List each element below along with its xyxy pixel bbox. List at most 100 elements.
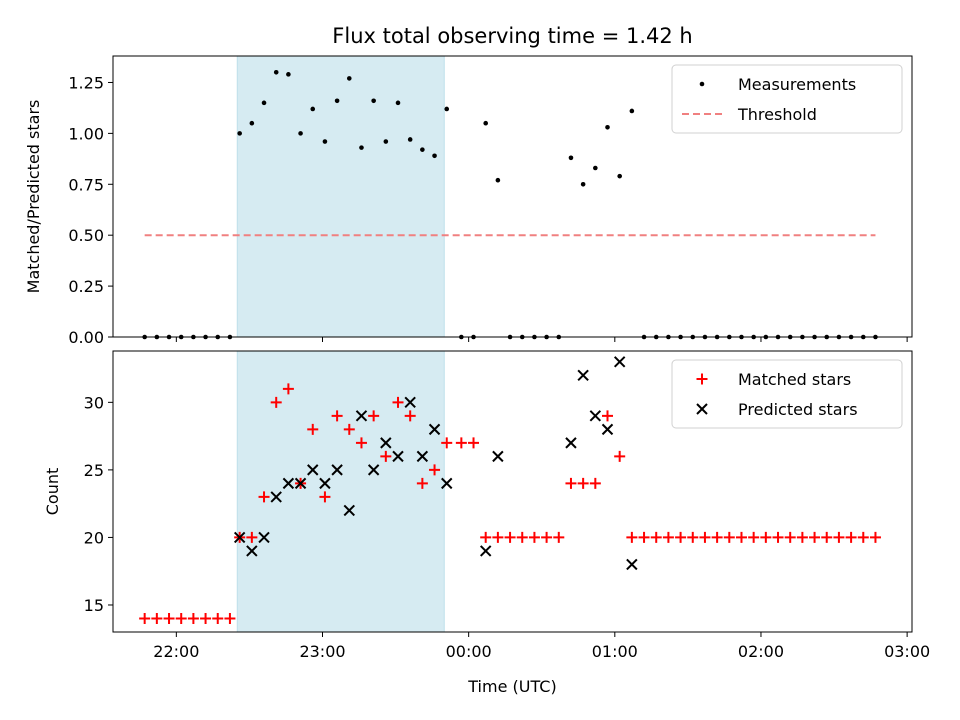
measurement-point	[310, 106, 316, 112]
measurement-point	[593, 165, 598, 171]
matched-star-point	[368, 410, 380, 422]
matched-star-point	[343, 423, 355, 435]
matched-star-point	[455, 437, 467, 449]
matched-star-point	[282, 383, 294, 395]
matched-star-point	[392, 396, 404, 408]
measurement-point	[617, 173, 622, 179]
measurement-point	[273, 69, 279, 75]
measurement-point	[298, 131, 303, 136]
predicted-star-point	[294, 477, 307, 490]
matched-star-point	[711, 531, 723, 543]
measurement-point	[420, 147, 425, 152]
predicted-star-point	[343, 504, 355, 517]
predicted-star-point	[367, 464, 380, 476]
measurement-point	[359, 145, 364, 150]
matched-star-point	[857, 531, 869, 543]
star-count-panel: 15 20 25 30 22:00 23:00 00:00 01:00 02:00 03:00 Ti…	[43, 350, 930, 696]
matched-star-point	[416, 477, 428, 489]
measurement-point	[286, 72, 291, 77]
predicted-star-point	[416, 450, 429, 463]
matched-star-point	[441, 437, 453, 449]
matched-star-point	[516, 531, 528, 543]
matched-star-point	[380, 450, 392, 462]
predicted-star-point	[428, 423, 441, 436]
matched-star-point	[638, 531, 650, 543]
matched-star-point	[139, 612, 151, 624]
measurement-point	[407, 137, 413, 142]
predicted-star-point	[246, 545, 258, 557]
y-axis-label: Count	[43, 468, 62, 516]
predicted-star-point	[577, 369, 589, 382]
matched-star-point	[735, 531, 747, 543]
matched-star-point	[675, 531, 687, 543]
x-tick-label: 00:00	[446, 642, 492, 661]
measurement-point	[322, 139, 328, 144]
measurement-point	[444, 106, 450, 112]
x-tick-label: 03:00	[884, 642, 930, 661]
predicted-star-point	[601, 423, 614, 436]
legend-label: Threshold	[737, 105, 817, 124]
predicted-star-point	[270, 491, 282, 503]
predicted-star-point	[492, 450, 504, 463]
matched-star-point	[589, 477, 601, 489]
matched-star-point	[869, 531, 881, 543]
legend-predicted-marker	[696, 403, 708, 415]
y-tick-label: 25	[84, 461, 104, 480]
x-tick-label: 22:00	[153, 642, 199, 661]
measurement-point	[605, 124, 610, 130]
matched-star-point	[541, 531, 553, 543]
matched-star-point	[565, 477, 577, 489]
matched-star-point	[246, 531, 258, 543]
matched-star-point	[577, 477, 589, 489]
y-tick-label: 20	[84, 528, 104, 547]
matched-star-point	[258, 491, 270, 503]
chart-title: Flux total observing time = 1.42 h	[332, 24, 692, 48]
matched-star-point	[760, 531, 772, 543]
y-tick-label: 0.75	[68, 175, 104, 194]
matched-star-point	[833, 531, 845, 543]
matched-star-point	[662, 531, 674, 543]
predicted-star-point	[233, 531, 246, 544]
matched-star-point	[687, 531, 699, 543]
predicted-star-point	[258, 531, 270, 544]
matched-star-point	[175, 612, 187, 624]
measurement-point	[346, 76, 352, 81]
matched-star-point	[821, 531, 833, 543]
predicted-star-point	[404, 396, 416, 409]
matched-star-point	[784, 531, 796, 543]
matched-star-point	[151, 612, 163, 624]
matched-star-point	[772, 531, 784, 543]
measurement-point	[371, 98, 376, 104]
measurement-point	[629, 108, 635, 114]
predicted-star-point	[626, 558, 638, 571]
matched-star-point	[614, 450, 626, 462]
matched-star-point	[307, 423, 319, 435]
predicted-star-point	[355, 410, 368, 422]
matched-star-point	[699, 531, 711, 543]
legend-matched-marker	[696, 373, 708, 385]
predicted-star-point	[331, 464, 343, 476]
predicted-star-point	[565, 437, 577, 449]
observing-window-shade	[236, 350, 445, 633]
x-tick-label: 01:00	[592, 642, 638, 661]
predicted-star-point	[307, 464, 319, 476]
legend-label: Matched stars	[738, 370, 851, 389]
matched-star-point	[492, 531, 504, 543]
y-tick-label: 1.00	[68, 124, 104, 143]
predicted-star-point	[282, 477, 295, 490]
measurement-point	[237, 131, 242, 136]
x-tick-label: 23:00	[299, 642, 345, 661]
matched-star-point	[331, 410, 343, 422]
matched-star-point	[528, 531, 540, 543]
matched-star-point	[163, 612, 175, 624]
observing-window-shade	[236, 55, 445, 338]
measurement-point	[568, 155, 574, 161]
measurement-point	[483, 120, 489, 126]
matched-star-point	[480, 531, 492, 543]
matched-star-point	[796, 531, 808, 543]
matched-star-point	[650, 531, 662, 543]
measurement-point	[249, 120, 255, 126]
matched-star-point	[187, 612, 199, 624]
measurement-point	[580, 181, 586, 187]
